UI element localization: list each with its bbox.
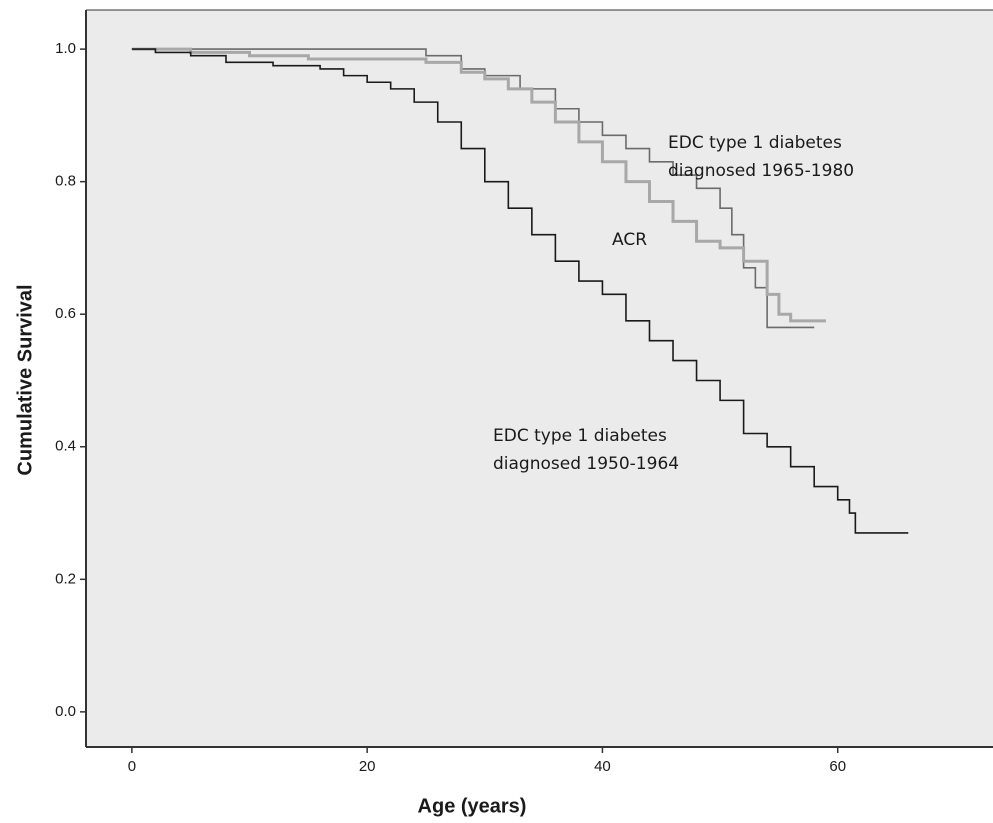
curve-label: ACR (612, 230, 647, 250)
y-tick-label: 0.8 (55, 173, 76, 190)
x-tick-label: 40 (594, 758, 611, 775)
y-tick-label: 1.0 (55, 40, 76, 57)
y-tick-label: 0.4 (55, 438, 76, 455)
x-tick-label: 20 (359, 758, 376, 775)
curve-label: diagnosed 1950-1964 (493, 454, 679, 474)
curve-label: EDC type 1 diabetes (668, 133, 842, 153)
plot-area (86, 10, 993, 747)
y-tick-label: 0.6 (55, 305, 76, 322)
survival-curve (131, 47, 826, 323)
y-tick-label: 0.0 (55, 703, 76, 720)
y-axis-title: Cumulative Survival (14, 284, 36, 475)
curve-label: EDC type 1 diabetes (493, 426, 667, 446)
x-axis-title: Age (years) (418, 795, 527, 817)
x-tick-label: 0 (128, 758, 136, 775)
curve-label: diagnosed 1965-1980 (668, 161, 854, 181)
survival-curve (131, 48, 909, 534)
x-tick-label: 60 (829, 758, 846, 775)
y-tick-label: 0.2 (55, 570, 76, 587)
